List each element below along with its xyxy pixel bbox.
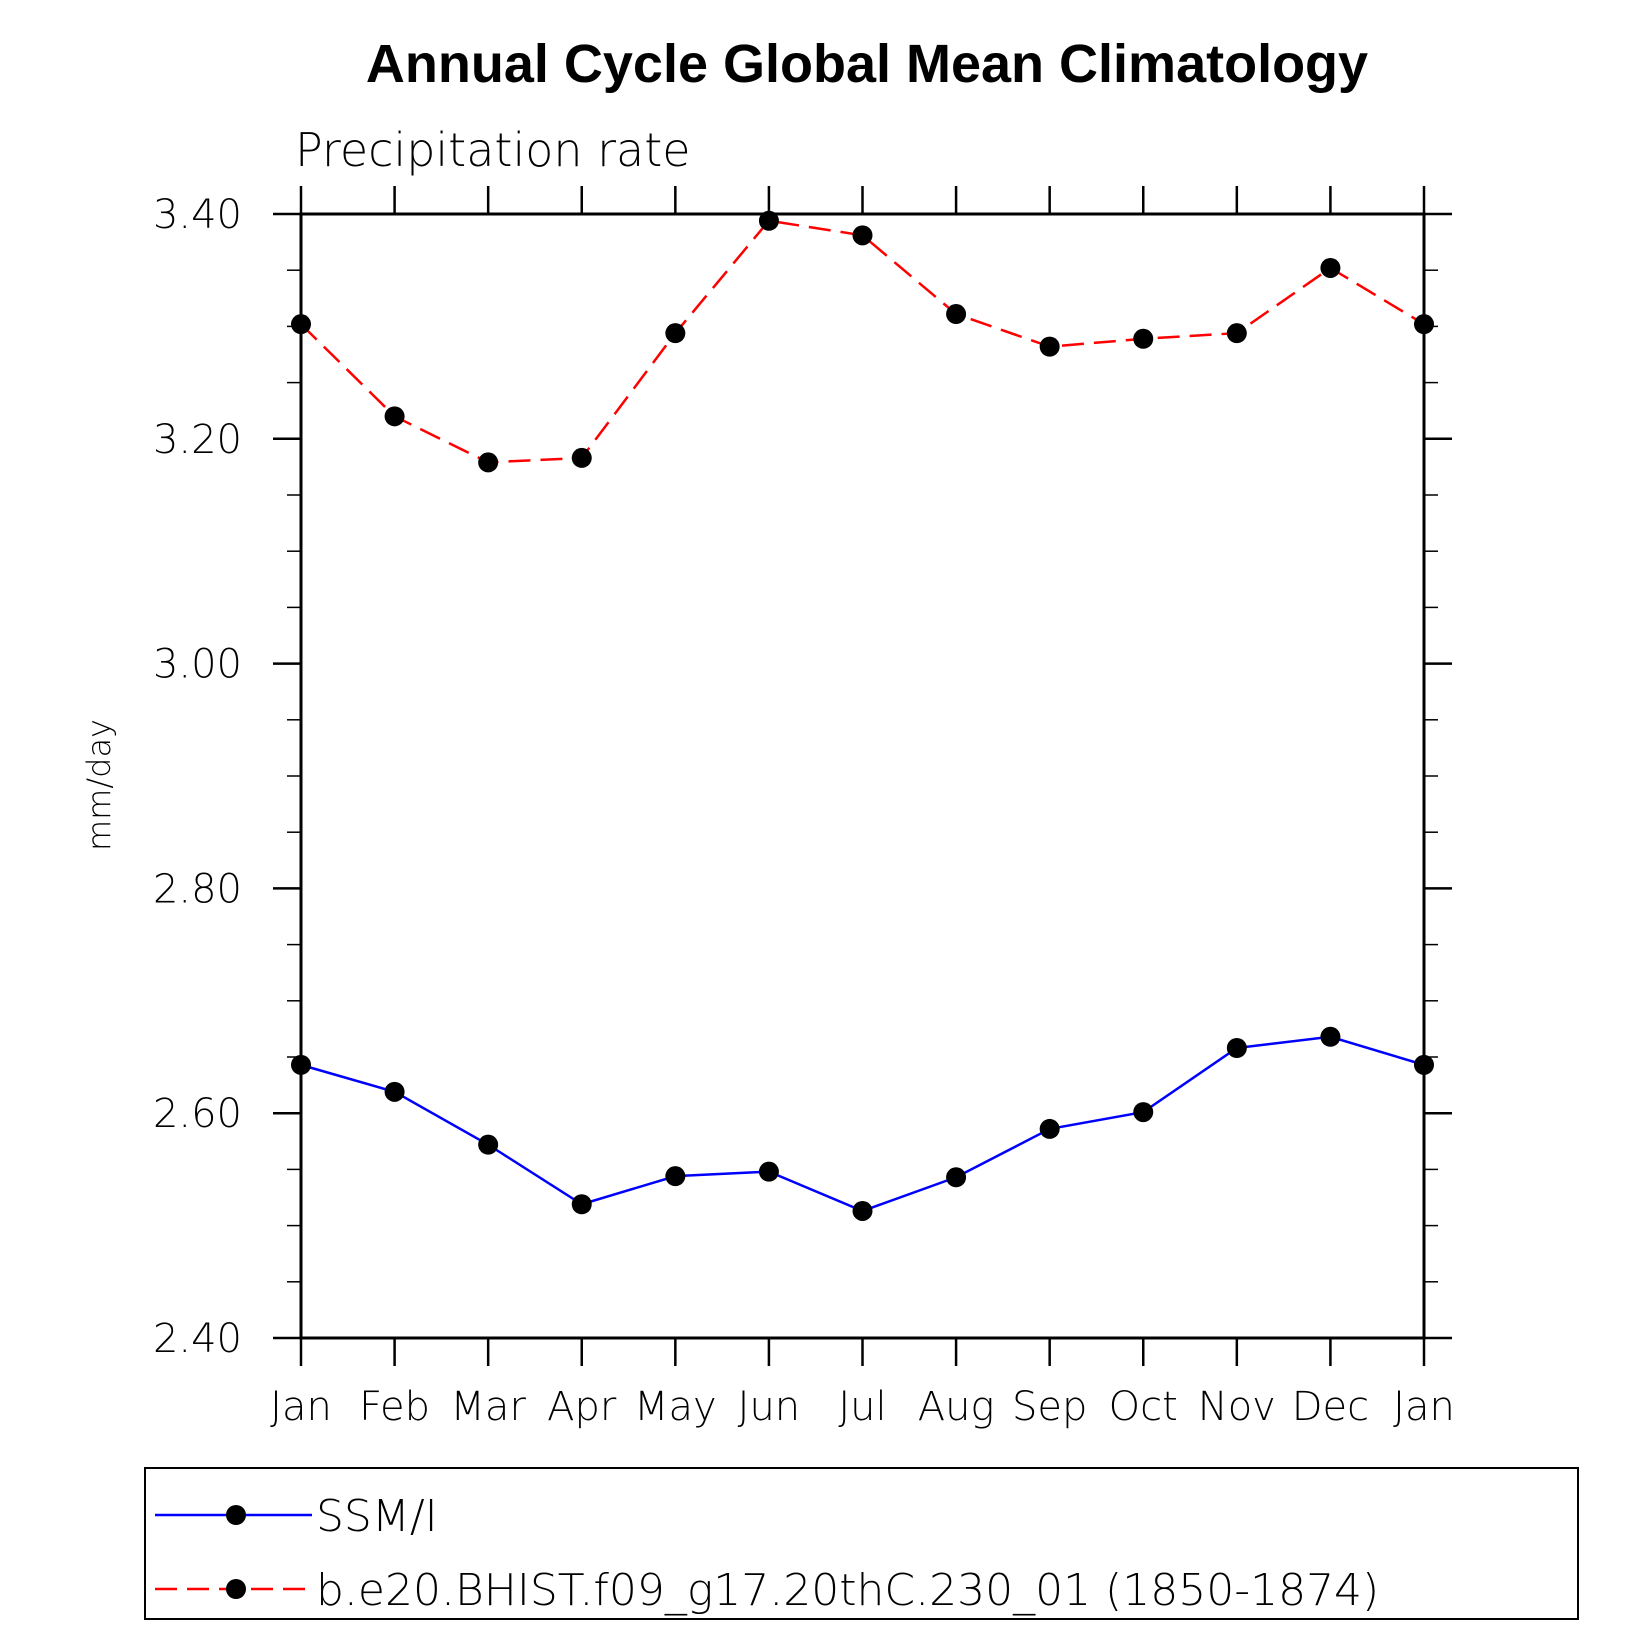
legend-label: b.e20.BHIST.f09_g17.20thC.230_01 (1850-1… bbox=[316, 1565, 1379, 1616]
x-tick-label: Nov bbox=[1198, 1384, 1276, 1430]
x-tick-label: May bbox=[634, 1384, 717, 1430]
legend-box bbox=[144, 1467, 1579, 1620]
data-point bbox=[1133, 328, 1154, 349]
y-tick-label: 2.80 bbox=[153, 866, 242, 912]
data-point bbox=[384, 1081, 405, 1102]
data-point bbox=[1226, 323, 1247, 344]
y-tick-label: 2.40 bbox=[153, 1316, 242, 1362]
legend-label: SSM/I bbox=[316, 1491, 438, 1542]
x-tick-label: Jul bbox=[838, 1384, 886, 1430]
y-tick-label: 3.40 bbox=[153, 192, 242, 238]
legend-entry-1: b.e20.BHIST.f09_g17.20thC.230_01 (1850-1… bbox=[155, 1565, 1379, 1616]
data-point bbox=[1320, 257, 1341, 278]
chart-title: Annual Cycle Global Mean Climatology bbox=[366, 34, 1368, 94]
data-point bbox=[852, 1200, 873, 1221]
data-point bbox=[478, 1134, 499, 1155]
x-tick-label: Jan bbox=[1393, 1384, 1455, 1430]
x-tick-label: Feb bbox=[359, 1384, 430, 1430]
x-tick-label: Oct bbox=[1109, 1384, 1178, 1430]
y-tick-label: 2.60 bbox=[153, 1091, 242, 1137]
legend: SSM/I b.e20.BHIST.f09_g17.20thC.230_01 (1… bbox=[144, 1467, 1579, 1620]
series-line bbox=[300, 219, 1425, 464]
data-point bbox=[946, 304, 967, 325]
chart-subtitle: Precipitation rate bbox=[295, 123, 691, 177]
legend-entry-0: SSM/I bbox=[155, 1491, 438, 1542]
data-point bbox=[571, 1194, 592, 1215]
data-point bbox=[571, 447, 592, 468]
data-point bbox=[1226, 1038, 1247, 1059]
x-tick-label: Apr bbox=[547, 1384, 617, 1430]
x-tick-label: Mar bbox=[450, 1384, 526, 1430]
y-tick-labels: 2.40 2.60 2.80 3.00 3.20 3.40 bbox=[153, 192, 242, 1362]
data-point bbox=[946, 1167, 967, 1188]
data-point bbox=[291, 1054, 311, 1075]
series-line bbox=[300, 1035, 1425, 1213]
y-tick-label: 3.20 bbox=[153, 417, 242, 463]
x-tick-label: Sep bbox=[1012, 1384, 1087, 1430]
plot-frame bbox=[299, 212, 1426, 1340]
data-point bbox=[1320, 1026, 1341, 1047]
series-layer bbox=[291, 210, 1434, 1221]
legend-marker bbox=[226, 1579, 246, 1599]
data-point bbox=[1039, 336, 1060, 357]
data-point bbox=[1133, 1102, 1154, 1123]
data-point bbox=[1414, 1054, 1434, 1075]
data-point bbox=[665, 1166, 686, 1187]
series-1 bbox=[291, 210, 1434, 473]
legend-items: SSM/I b.e20.BHIST.f09_g17.20thC.230_01 (1… bbox=[155, 1491, 1379, 1616]
series-0 bbox=[291, 1026, 1434, 1221]
data-point bbox=[758, 210, 779, 231]
x-tick-label: Jun bbox=[738, 1384, 801, 1430]
axis-ticks bbox=[273, 186, 1452, 1366]
data-point bbox=[852, 225, 873, 246]
legend-marker bbox=[226, 1505, 246, 1525]
data-point bbox=[478, 452, 499, 473]
x-tick-labels: Jan Feb Mar Apr May Jun Jul Aug Sep Oct Nov Dec Jan bbox=[270, 1384, 1455, 1430]
data-point bbox=[291, 314, 311, 335]
y-tick-label: 3.00 bbox=[153, 642, 242, 688]
data-point bbox=[758, 1161, 779, 1182]
x-tick-label: Aug bbox=[918, 1384, 995, 1430]
y-axis-label: mm/day bbox=[80, 719, 118, 851]
data-point bbox=[1039, 1118, 1060, 1139]
x-tick-label: Jan bbox=[270, 1384, 332, 1430]
data-point bbox=[1414, 314, 1434, 335]
data-point bbox=[665, 323, 686, 344]
x-tick-label: Dec bbox=[1292, 1384, 1369, 1430]
data-point bbox=[384, 406, 405, 427]
